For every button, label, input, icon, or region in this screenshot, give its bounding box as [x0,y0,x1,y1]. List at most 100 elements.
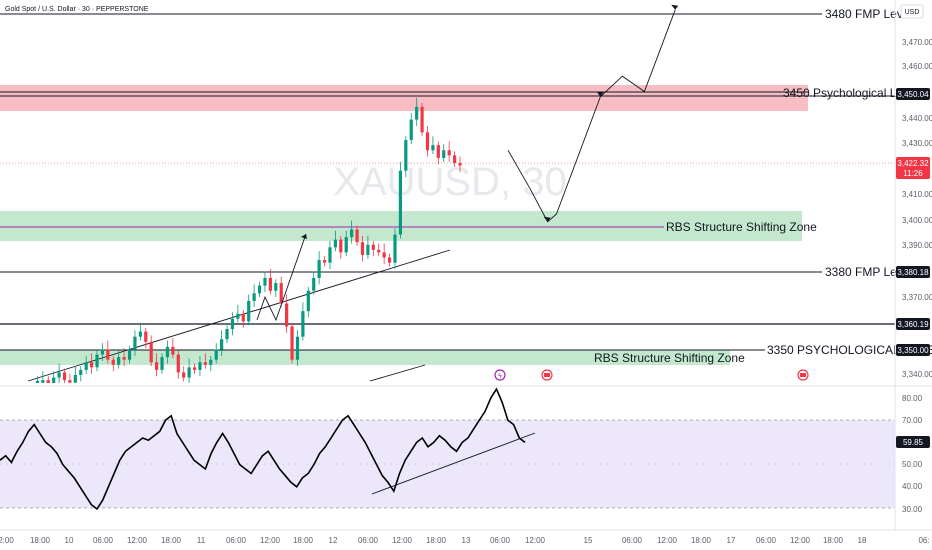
candle-body [452,155,457,164]
candle-body [366,244,370,255]
time-tick: 18:00 [30,536,51,545]
candle-body [192,367,197,370]
badge-3350 [896,344,930,356]
candle-body [268,277,272,291]
event-flash-glyph: ϟ [498,373,502,380]
time-tick: 06:00 [756,536,777,545]
price-tick: 3,410.00 [902,190,932,199]
projection-arrowhead [543,216,551,222]
candle-body [155,362,159,370]
candle-body [339,239,343,253]
candle-body [442,150,446,158]
price-tick: 3,370.00 [902,293,932,302]
candle-body [203,362,207,365]
time-tick: 18:00 [426,536,447,545]
candle-body [344,237,348,253]
badge-3360-text: 3,360.19 [897,320,929,329]
price-tick: 3,440.00 [902,114,932,123]
candle-body [312,277,316,291]
candle-body [198,362,202,370]
candle-body [165,346,170,358]
candle-body [122,357,126,360]
rsi-trendline [371,432,536,495]
time-tick: 11 [197,536,206,545]
symbol-watermark: XAUUSD, 30 [333,160,566,204]
candle-body [409,119,413,141]
candle-body [73,375,77,383]
candle-body [214,349,218,360]
event-flag-stripes-2 [800,373,806,377]
time-tick: 12:00 [525,536,546,545]
price-tick: 3,470.00 [902,38,932,47]
candle-body [350,229,354,238]
level-label-3450: 3450 Psychological Levell [783,86,921,100]
candle-body [436,145,440,158]
candle-body [371,244,375,250]
candle-body [322,260,327,263]
badge-3380 [896,266,930,278]
time-tick: 12:00 [260,536,281,545]
event-flash-icon[interactable] [494,369,506,381]
psychological-zone-3450 [0,85,808,111]
rsi-tick: 70.00 [902,416,923,425]
candle-body [420,106,424,133]
candle-body [127,349,132,360]
rsi-value-text: 59.85 [903,438,924,447]
price-axis[interactable]: 3,470.00 3,460.00 3,440.00 3,430.00 3,41… [902,38,932,379]
candle-body [306,290,310,312]
candle-body [328,247,332,263]
price-tick: 3,460.00 [902,62,932,71]
rsi-line [0,387,526,511]
candle-body [382,252,386,258]
currency-box[interactable] [900,4,924,19]
candle-body [187,367,191,378]
badge-3380-text: 3,380.18 [897,268,929,277]
time-tick: 06:00 [358,536,379,545]
projection-arrowhead [671,4,679,10]
candle-body [79,369,83,375]
candle-body [46,380,50,383]
candle-body [425,132,430,151]
price-tick: 3,390.00 [902,241,932,250]
price-tick: 3,340.00 [902,370,932,379]
candle-body [415,106,419,120]
historical-path [256,233,307,322]
candle-body [95,354,99,368]
price-candles [35,97,462,383]
candle-body [274,283,278,291]
candle-body [295,336,300,360]
time-tick: 18 [858,536,867,545]
candle-body [355,229,359,243]
candle-body [89,362,94,368]
currency-label: USD [905,9,920,16]
rsi-tick: 30.00 [902,505,923,514]
time-axis[interactable]: 2:00 18:00 10 06:00 12:00 18:00 11 06:00 12:00 18… [0,536,930,545]
candle-body [387,257,392,263]
rsi-band [0,420,895,508]
badge-3360 [896,318,930,330]
chart-title: Gold Spot / U.S. Dollar · 30 · PEPPERSTO… [5,6,149,13]
candle-body [458,163,462,166]
time-tick: 06:00 [226,536,247,545]
time-tick: 18:00 [691,536,712,545]
rsi-axis[interactable]: 80.00 70.00 50.00 40.00 30.00 [902,394,923,514]
candle-body [133,336,137,350]
time-tick: 06: [918,536,929,545]
candle-body [225,329,229,340]
rsi-value-badge [896,436,930,448]
candle-body [52,377,56,383]
projection-path [507,4,679,223]
current-price-text: 3,422.32 [897,159,929,168]
candle-body [236,313,240,319]
candle-body [41,380,45,383]
candle-body [447,150,451,156]
badge-3450-text: 3,450.04 [897,90,929,99]
time-tick: 18:00 [823,536,844,545]
candle-body [230,318,235,330]
candle-body [317,260,321,278]
candle-body [182,372,186,378]
time-tick: 13 [462,536,471,545]
candle-body [149,341,153,363]
lower-trendline [369,364,426,382]
